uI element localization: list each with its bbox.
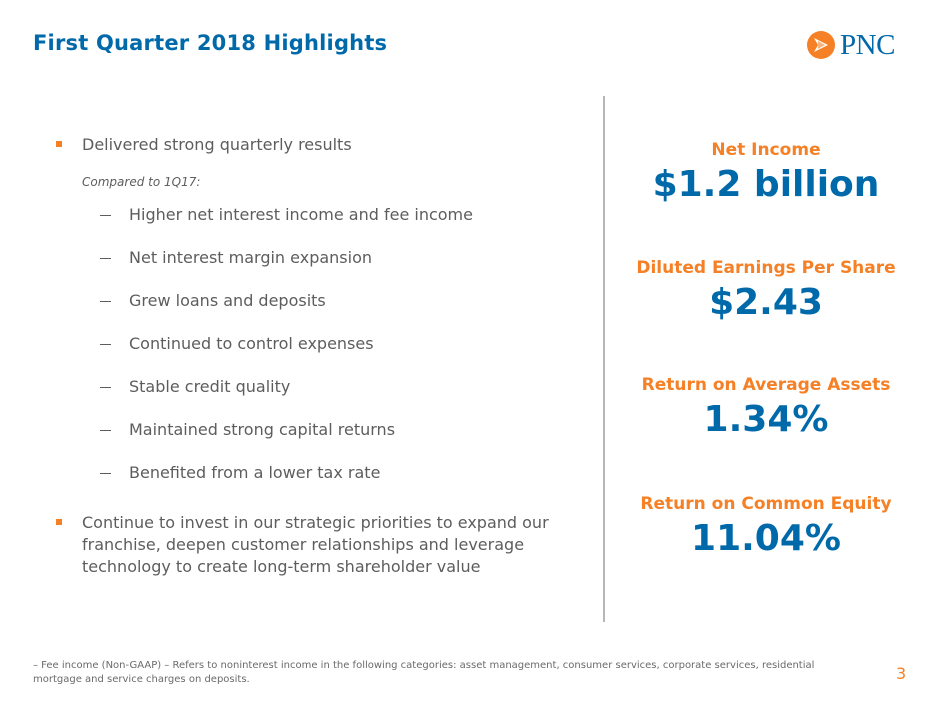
dash-icon bbox=[100, 344, 111, 345]
metric-value: 11.04% bbox=[691, 518, 841, 559]
pnc-logo: PNC bbox=[806, 28, 895, 62]
bullet-item: Continue to invest in our strategic prio… bbox=[56, 512, 572, 578]
footnote: – Fee income (Non-GAAP) – Refers to noni… bbox=[33, 660, 815, 685]
sub-item-text: Net interest margin expansion bbox=[129, 248, 372, 267]
dash-icon bbox=[100, 473, 111, 474]
metric-roce: Return on Common Equity 11.04% bbox=[606, 492, 926, 562]
bullet-square-icon bbox=[56, 141, 62, 147]
sub-item-text: Grew loans and deposits bbox=[129, 291, 326, 310]
sub-item: Benefited from a lower tax rate bbox=[56, 462, 576, 484]
bullet-text: Delivered strong quarterly results bbox=[82, 135, 352, 154]
metric-label: Net Income bbox=[711, 140, 821, 160]
pnc-logo-icon bbox=[807, 31, 835, 59]
dash-icon bbox=[100, 387, 111, 388]
sub-item: Net interest margin expansion bbox=[56, 247, 576, 269]
sub-item: Maintained strong capital returns bbox=[56, 419, 576, 441]
page-title: First Quarter 2018 Highlights bbox=[33, 31, 388, 55]
dash-icon bbox=[100, 301, 111, 302]
metric-value: $1.2 billion bbox=[652, 164, 880, 205]
dash-icon bbox=[100, 430, 111, 431]
dash-icon bbox=[100, 258, 111, 259]
sub-item-text: Benefited from a lower tax rate bbox=[129, 463, 381, 482]
highlights-list: Delivered strong quarterly results Compa… bbox=[56, 134, 576, 578]
compared-label: Compared to 1Q17: bbox=[82, 175, 201, 189]
sub-item: Grew loans and deposits bbox=[56, 290, 576, 312]
metric-label: Return on Average Assets bbox=[641, 375, 891, 395]
dash-icon bbox=[100, 215, 111, 216]
page-number: 3 bbox=[896, 664, 907, 683]
metric-value: $2.43 bbox=[709, 282, 823, 323]
vertical-divider bbox=[603, 96, 605, 622]
sub-item: Stable credit quality bbox=[56, 376, 576, 398]
logo-text: PNC bbox=[840, 29, 895, 61]
sub-item: Higher net interest income and fee incom… bbox=[56, 204, 576, 226]
metric-roaa: Return on Average Assets 1.34% bbox=[606, 373, 926, 443]
sub-item: Continued to control expenses bbox=[56, 333, 576, 355]
bullet-item: Delivered strong quarterly results bbox=[56, 134, 576, 156]
sub-item-text: Higher net interest income and fee incom… bbox=[129, 205, 473, 224]
metric-label: Diluted Earnings Per Share bbox=[636, 258, 896, 278]
metric-diluted-eps: Diluted Earnings Per Share $2.43 bbox=[606, 256, 926, 326]
sub-item-text: Continued to control expenses bbox=[129, 334, 374, 353]
bullet-square-icon bbox=[56, 519, 62, 525]
bullet-text: Continue to invest in our strategic prio… bbox=[82, 513, 549, 576]
sub-item-text: Stable credit quality bbox=[129, 377, 291, 396]
sub-item-list: Higher net interest income and fee incom… bbox=[56, 204, 576, 484]
metric-label: Return on Common Equity bbox=[640, 494, 892, 514]
metric-net-income: Net Income $1.2 billion bbox=[606, 138, 926, 208]
metric-value: 1.34% bbox=[703, 399, 829, 440]
sub-item-text: Maintained strong capital returns bbox=[129, 420, 396, 439]
